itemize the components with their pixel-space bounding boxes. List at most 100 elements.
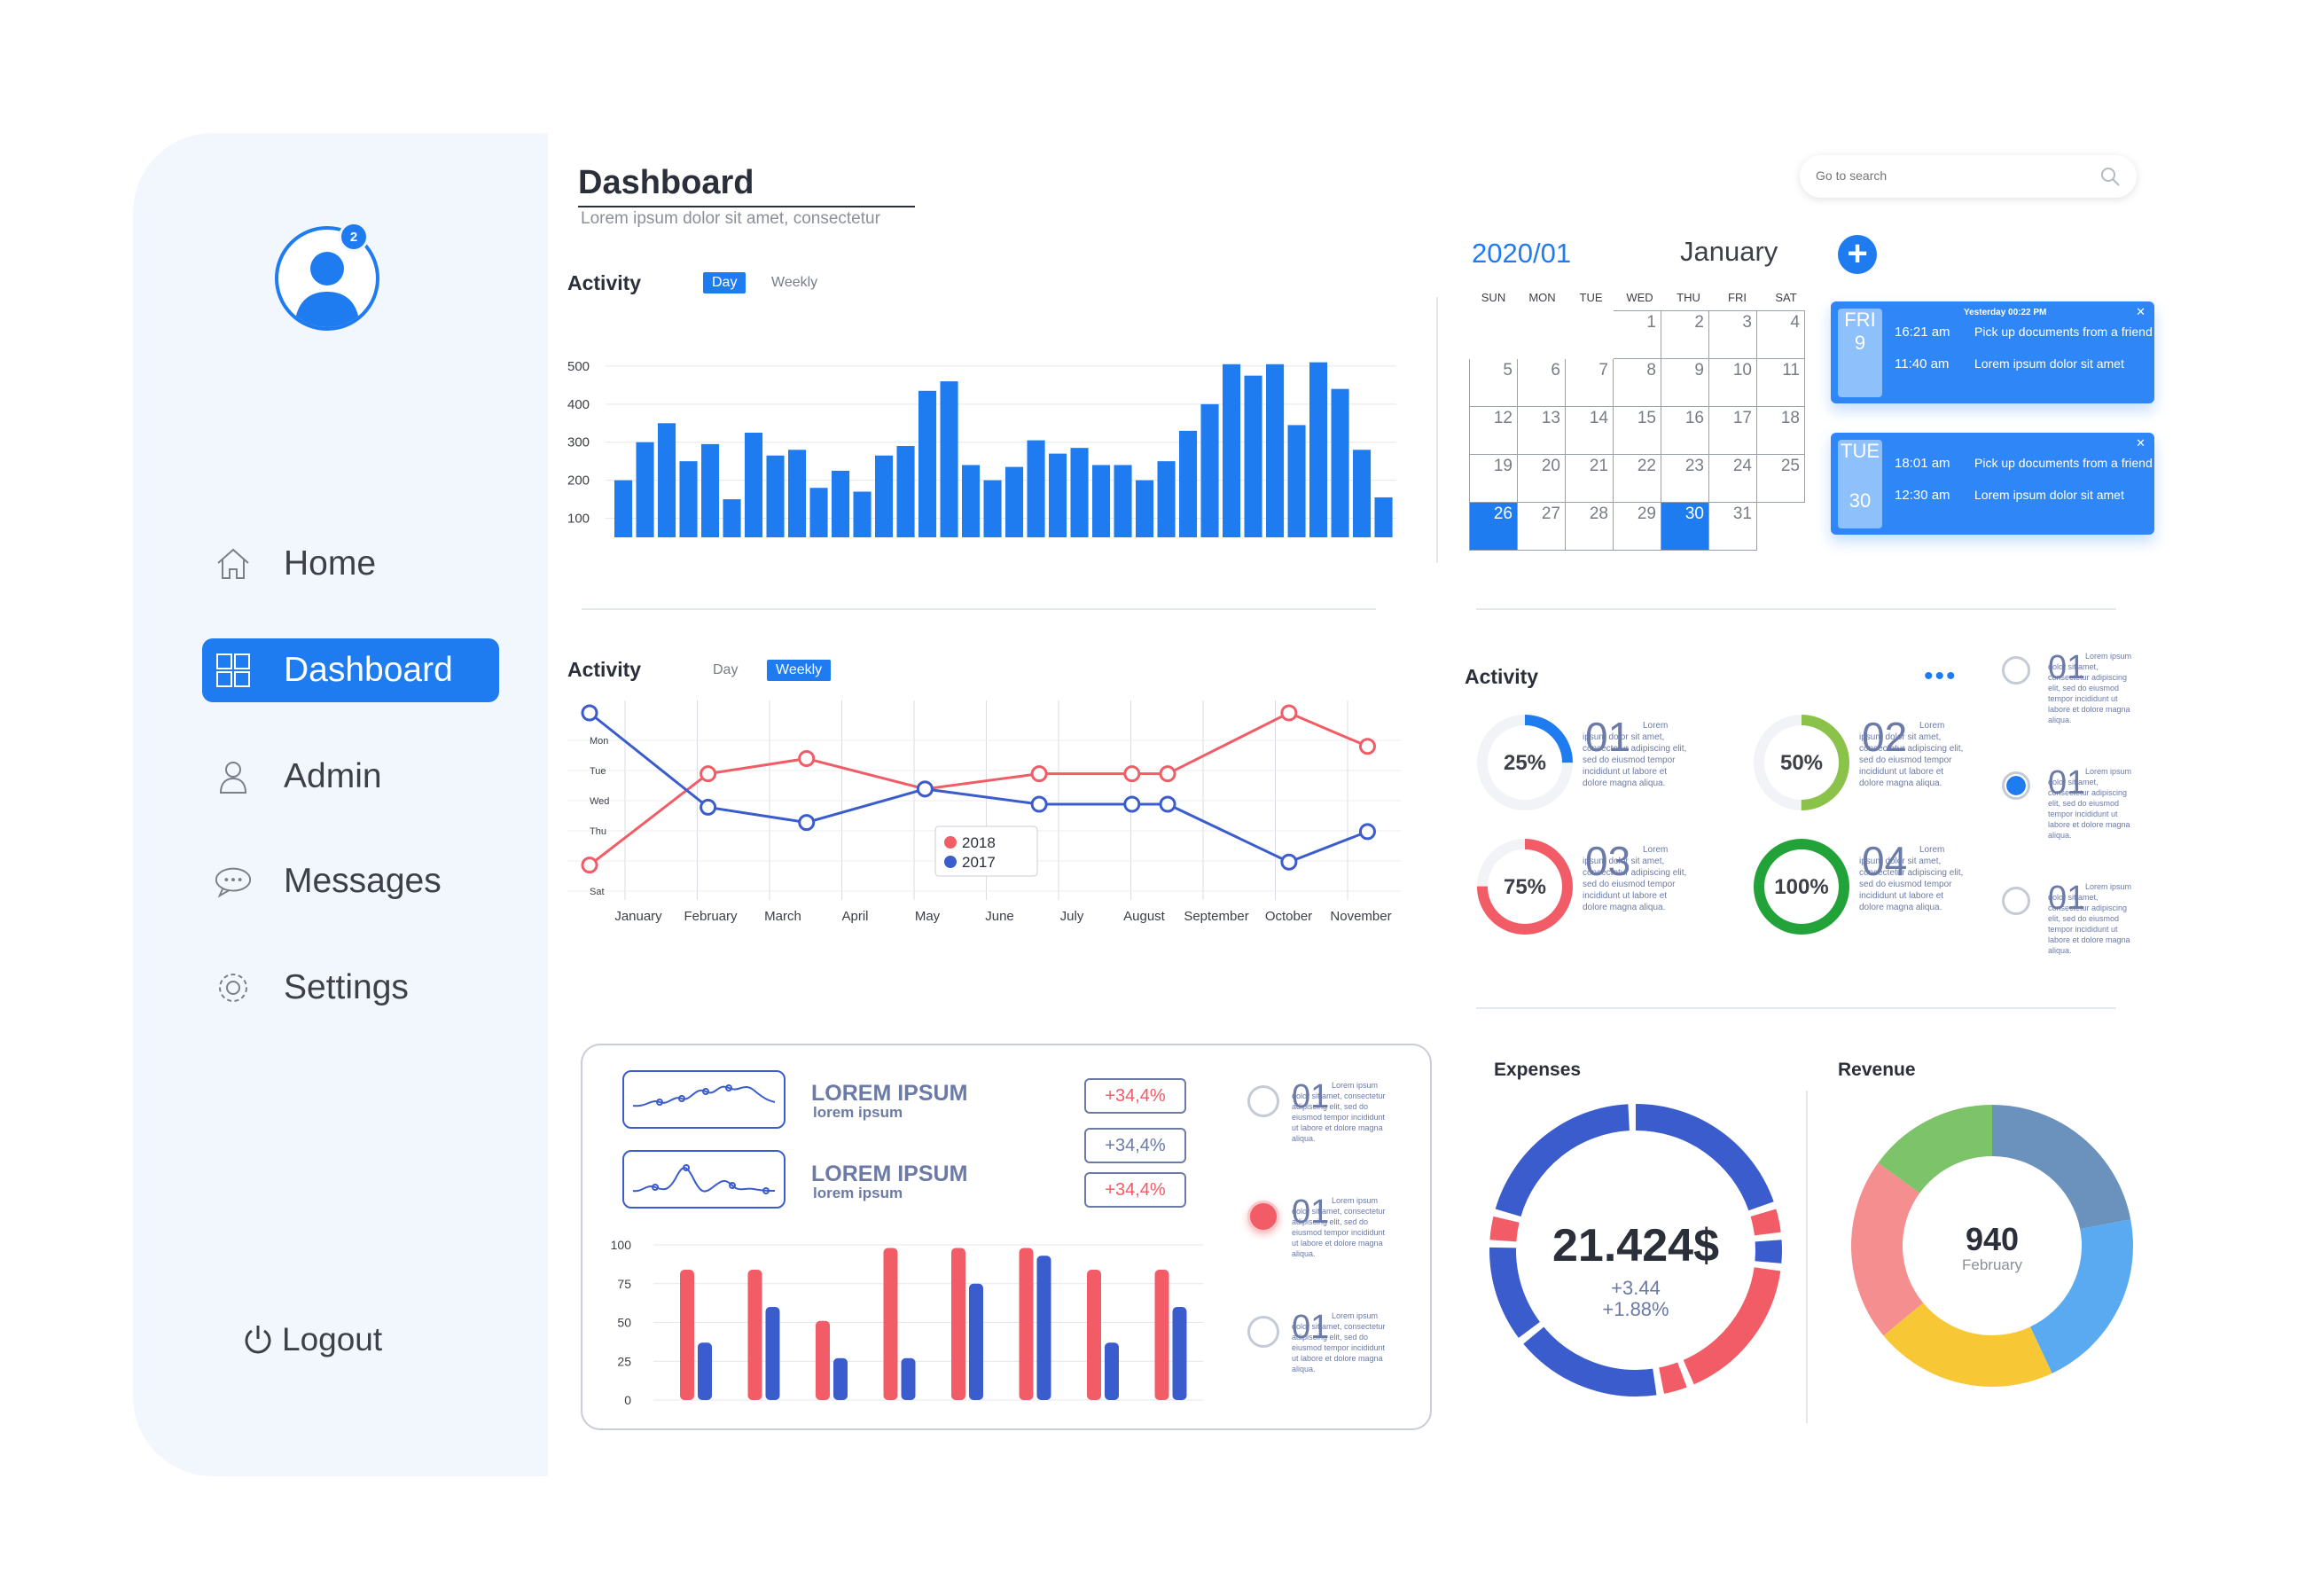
data-point [1159, 795, 1176, 813]
radio-option[interactable] [2002, 771, 2030, 800]
calendar-day[interactable]: 6 [1517, 358, 1566, 407]
bar [896, 446, 915, 537]
ring-number: 04 [1862, 838, 1908, 884]
calendar-day[interactable]: 15 [1613, 406, 1661, 455]
close-icon[interactable]: ✕ [2136, 436, 2146, 450]
radio-option[interactable] [1247, 1085, 1279, 1117]
tab-weekly[interactable]: Weekly [771, 275, 818, 290]
calendar-day[interactable]: 31 [1708, 502, 1757, 551]
calendar-day[interactable]: 30 [1661, 502, 1709, 551]
option-number: 01 [2048, 880, 2086, 917]
activity-line-label: Activity [567, 658, 642, 681]
bar [940, 381, 958, 537]
search-icon[interactable] [2099, 166, 2121, 187]
calendar-day[interactable]: 17 [1708, 406, 1757, 455]
progress-ring: 75% [1477, 839, 1573, 935]
calendar-day[interactable]: 19 [1469, 454, 1518, 503]
expenses-amount: 21.424$ [1552, 1220, 1719, 1271]
data-point [581, 857, 598, 874]
sidebar-item-home[interactable]: Home [202, 532, 499, 596]
x-tick-label: June [985, 909, 1014, 924]
calendar-day[interactable]: 10 [1708, 358, 1757, 407]
calendar-day[interactable]: 4 [1756, 310, 1805, 359]
calendar-day[interactable]: 21 [1565, 454, 1614, 503]
calendar-day[interactable]: 23 [1661, 454, 1709, 503]
calendar-day[interactable]: 2 [1661, 310, 1709, 359]
sidebar-item-label: Messages [284, 862, 442, 900]
calendar-day[interactable]: 20 [1517, 454, 1566, 503]
data-point [1030, 795, 1048, 813]
sidebar-item-settings[interactable]: Settings [202, 956, 499, 1020]
y-tick-label: 400 [567, 397, 590, 412]
home-icon [213, 544, 254, 584]
calendar-day[interactable]: 25 [1756, 454, 1805, 503]
y-tick-label: 300 [567, 435, 590, 450]
tab-day[interactable]: Day [703, 272, 746, 293]
bar [875, 455, 894, 537]
progress-ring: 25% [1477, 715, 1573, 810]
calendar-day[interactable]: 1 [1613, 310, 1661, 359]
divider [1476, 1007, 2116, 1009]
calendar-day[interactable]: 14 [1565, 406, 1614, 455]
bar [636, 442, 654, 537]
donut-slice [1755, 1240, 1782, 1264]
calendar-day[interactable]: 26 [1469, 502, 1518, 551]
x-tick-label: July [1060, 909, 1084, 924]
calendar-day[interactable]: 18 [1756, 406, 1805, 455]
sparkline [622, 1070, 786, 1129]
bar [765, 1307, 780, 1400]
sidebar-item-dashboard[interactable]: Dashboard [202, 638, 499, 702]
search-input[interactable] [1814, 168, 2083, 184]
donut-slice [1750, 1209, 1781, 1236]
calendar-day[interactable]: 24 [1708, 454, 1757, 503]
calendar-day[interactable]: 5 [1469, 358, 1518, 407]
change-badge: +34,4% [1084, 1172, 1186, 1208]
calendar-day[interactable]: 13 [1517, 406, 1566, 455]
ring-progress [1754, 839, 1849, 935]
search-box[interactable] [1800, 155, 2137, 198]
donut-slice [1489, 1247, 1541, 1338]
revenue-label: Revenue [1838, 1060, 1916, 1080]
bar [1114, 465, 1132, 537]
more-dots-icon[interactable]: ••• [1924, 661, 1958, 691]
data-point [1159, 765, 1176, 783]
calendar-year-month: 2020/01 [1472, 238, 1572, 269]
vertical-divider [1806, 1091, 1808, 1423]
event-card[interactable]: FRI 9 Yesterday 00:22 PM ✕ 16:21 am Pick … [1831, 301, 2154, 403]
calendar-day[interactable]: 12 [1469, 406, 1518, 455]
tab-weekly[interactable]: Weekly [767, 660, 832, 681]
tab-day[interactable]: Day [713, 662, 739, 677]
calendar-day[interactable]: 3 [1708, 310, 1757, 359]
calendar-day[interactable]: 16 [1661, 406, 1709, 455]
calendar-day[interactable]: 27 [1517, 502, 1566, 551]
calendar-day[interactable]: 28 [1565, 502, 1614, 551]
progress-ring: 100% [1754, 839, 1849, 935]
legend-swatch [944, 856, 957, 868]
option-description: Lorem ipsum dolor sit amet, consectetur … [2048, 767, 2132, 840]
sidebar-item-messages[interactable]: Messages [202, 849, 499, 913]
divider [582, 608, 1376, 610]
bar [1244, 375, 1262, 537]
calendar-day[interactable]: 11 [1756, 358, 1805, 407]
calendar-day[interactable]: 8 [1613, 358, 1661, 407]
calendar-day[interactable]: 7 [1565, 358, 1614, 407]
option-description: Lorem ipsum dolor sit amet, consectetur … [2048, 652, 2132, 724]
close-icon[interactable]: ✕ [2136, 305, 2146, 318]
add-event-button[interactable]: + [1838, 235, 1877, 274]
radio-option[interactable] [1247, 1316, 1279, 1348]
calendar-day[interactable]: 22 [1613, 454, 1661, 503]
ring-percent: 25% [1504, 751, 1546, 775]
event-card[interactable]: TUE 30 ✕ 18:01 am Pick up documents from … [1831, 433, 2154, 535]
radio-option[interactable] [2002, 887, 2030, 915]
radio-option[interactable] [1247, 1201, 1279, 1232]
calendar-day[interactable]: 9 [1661, 358, 1709, 407]
bar [983, 480, 1002, 537]
calendar-month: January [1680, 236, 1778, 267]
bar [745, 433, 763, 537]
logout-button[interactable]: Logout [241, 1321, 382, 1358]
radio-option[interactable] [2002, 656, 2030, 685]
sidebar-item-admin[interactable]: Admin [202, 745, 499, 809]
calendar-day[interactable]: 29 [1613, 502, 1661, 551]
option-description: Lorem ipsum dolor sit amet, consectetur … [1292, 1081, 1386, 1143]
calendar-empty-cell [1518, 311, 1566, 359]
